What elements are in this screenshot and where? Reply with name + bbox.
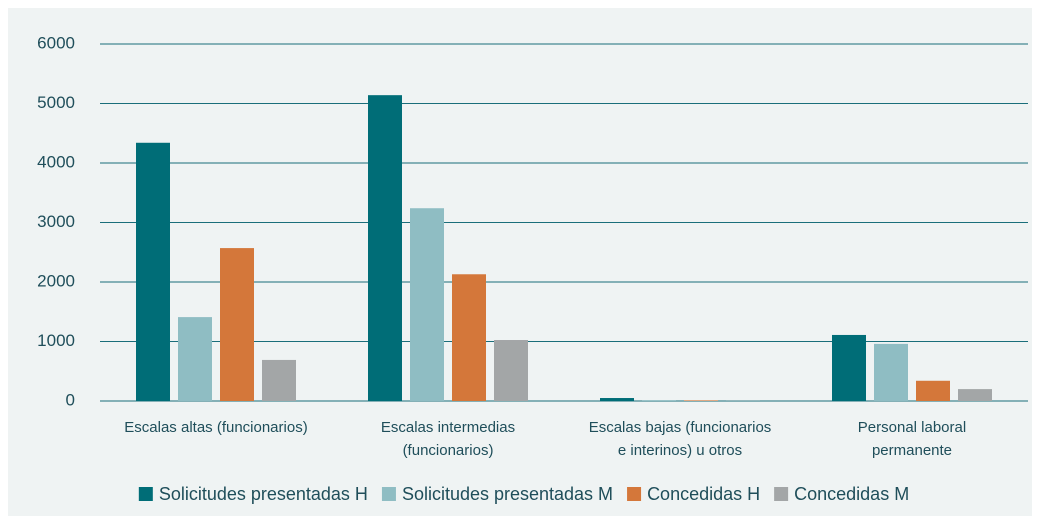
- bar: [220, 248, 254, 401]
- y-tick-label: 2000: [37, 271, 75, 290]
- y-tick-label: 0: [66, 390, 75, 409]
- legend-label: Concedidas M: [794, 484, 909, 504]
- legend-label: Concedidas H: [647, 484, 760, 504]
- x-tick-label: Personal laboral permanente: [858, 419, 966, 459]
- y-tick-label: 5000: [37, 93, 75, 112]
- bar: [642, 400, 676, 401]
- bar: [832, 334, 866, 401]
- bar: [368, 95, 402, 402]
- y-tick-label: 1000: [37, 331, 75, 350]
- legend-label: Solicitudes presentadas M: [402, 484, 613, 504]
- x-tick-label: Escalas intermedias (funcionarios): [381, 419, 515, 459]
- legend-swatch: [138, 487, 153, 501]
- bar: [262, 359, 296, 401]
- bar: [916, 380, 950, 401]
- bar: [600, 398, 634, 401]
- bar: [874, 343, 908, 401]
- y-tick-label: 3000: [37, 212, 75, 231]
- bar: [136, 142, 170, 401]
- legend-label: Solicitudes presentadas H: [159, 484, 368, 504]
- y-tick-label: 6000: [37, 33, 75, 52]
- bar: [958, 389, 992, 401]
- chart-background: [8, 8, 1032, 516]
- legend-swatch: [381, 487, 396, 501]
- legend-swatch: [774, 487, 789, 501]
- y-tick-label: 4000: [37, 152, 75, 171]
- legend-swatch: [627, 487, 642, 501]
- bar: [494, 340, 528, 401]
- x-tick-label: Escalas bajas (funcionarios e interinos) …: [589, 419, 772, 459]
- bar: [410, 208, 444, 401]
- bar: [178, 317, 212, 401]
- bar: [684, 400, 718, 401]
- bar: [452, 274, 486, 401]
- x-tick-label: Escalas altas (funcionarios): [124, 419, 307, 436]
